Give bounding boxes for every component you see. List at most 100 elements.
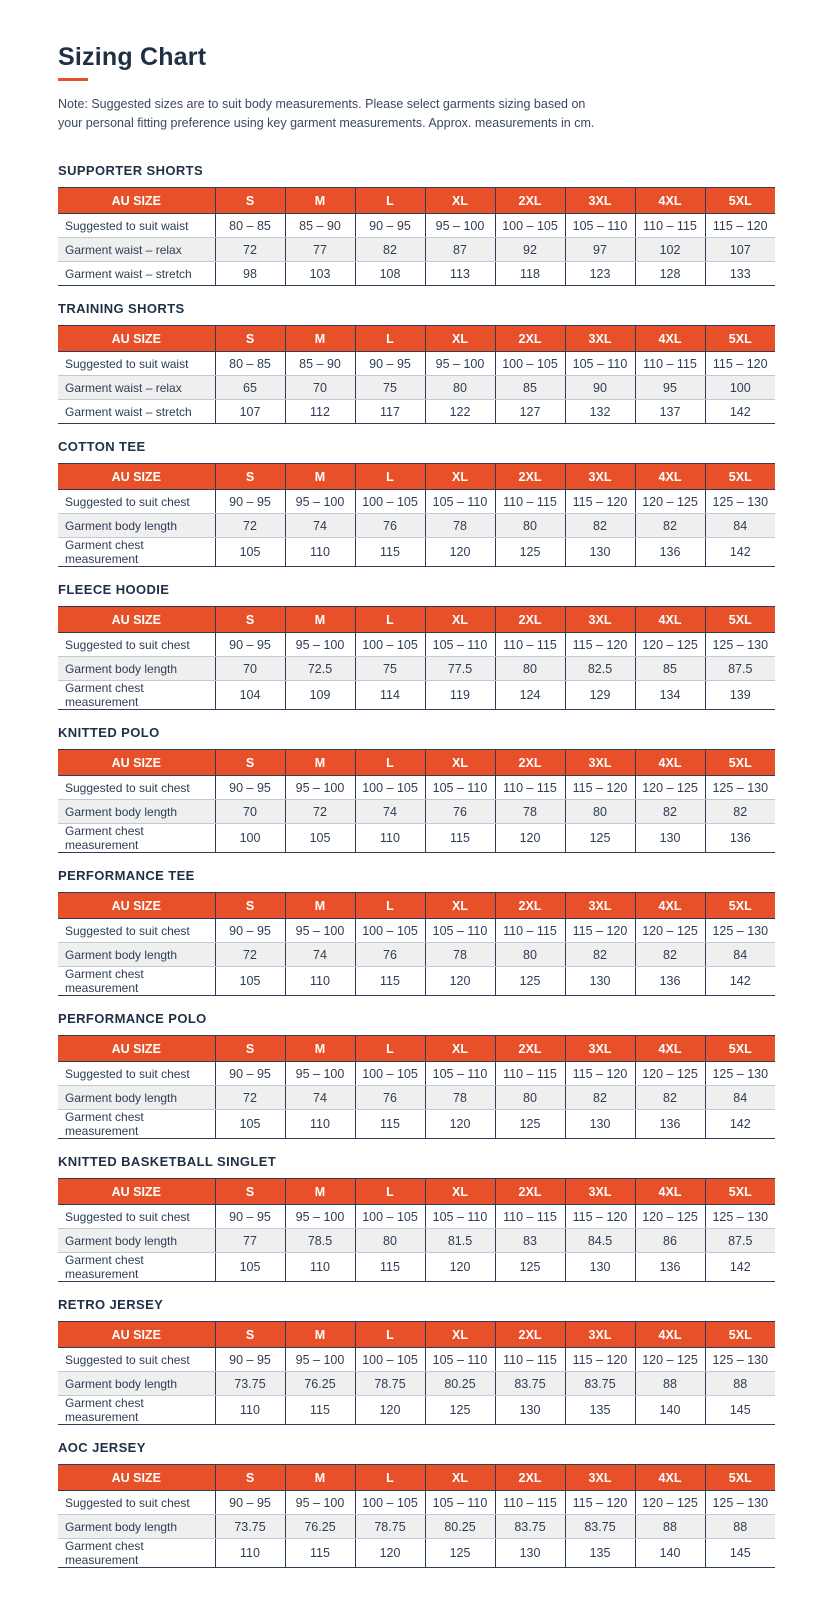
measurement-cell: 115 – 120 (564, 775, 635, 800)
measurement-cell: 74 (284, 513, 355, 538)
measurement-cell: 110 (214, 1395, 285, 1425)
measurement-cell: 136 (704, 823, 775, 853)
measurement-cell: 80 – 85 (214, 351, 285, 376)
measurement-cell: 86 (634, 1228, 705, 1253)
measurement-cell: 115 – 120 (564, 918, 635, 943)
measurement-cell: 137 (634, 399, 705, 424)
table-title: TRAINING SHORTS (58, 301, 185, 316)
table-row: Garment body length 70 72 74 76 78 80 82 82 (58, 799, 775, 824)
measurement-cell: 115 (284, 1395, 355, 1425)
column-header: S (214, 325, 285, 352)
measurement-cell: 76 (354, 1085, 425, 1110)
row-label: Garment waist – stretch (58, 261, 215, 286)
measurement-cell: 92 (494, 237, 565, 262)
table-row: Garment waist – relax 72 77 82 87 92 97 102 107 (58, 237, 775, 262)
measurement-cell: 74 (354, 799, 425, 824)
column-header: S (214, 892, 285, 919)
measurement-cell: 100 (214, 823, 285, 853)
measurement-cell: 95 – 100 (424, 213, 495, 238)
measurement-cell: 80 (494, 656, 565, 681)
measurement-cell: 105 – 110 (564, 351, 635, 376)
table-row: Suggested to suit chest 90 – 95 95 – 100 10… (58, 1061, 775, 1086)
measurement-cell: 115 – 120 (564, 1490, 635, 1515)
measurement-cell: 109 (284, 680, 355, 710)
measurement-cell: 90 – 95 (214, 1347, 285, 1372)
measurement-cell: 115 – 120 (564, 632, 635, 657)
measurement-cell: 70 (214, 656, 285, 681)
measurement-cell: 100 – 105 (354, 1490, 425, 1515)
measurement-cell: 133 (704, 261, 775, 286)
measurement-cell: 97 (564, 237, 635, 262)
measurement-cell: 72 (214, 942, 285, 967)
note-line-2: your personal fitting preference using k… (58, 116, 595, 130)
measurement-cell: 120 – 125 (634, 775, 705, 800)
measurement-cell: 76 (354, 513, 425, 538)
measurement-cell: 130 (564, 1109, 635, 1139)
measurement-cell: 120 – 125 (634, 1347, 705, 1372)
measurement-cell: 90 – 95 (214, 1061, 285, 1086)
measurement-cell: 115 – 120 (564, 489, 635, 514)
column-header: 5XL (704, 749, 775, 776)
measurement-cell: 70 (214, 799, 285, 824)
sizing-table-section: RETRO JERSEY AU SIZE S M L XL 2XL 3XL 4XL 5XL Sugg… (58, 1297, 782, 1425)
measurement-cell: 120 (424, 1252, 495, 1282)
measurement-cell: 105 – 110 (424, 632, 495, 657)
measurement-cell: 95 – 100 (284, 1347, 355, 1372)
table-row: Garment chest measurement 110 115 120 125 130… (58, 1395, 775, 1425)
row-label: Suggested to suit chest (58, 1061, 215, 1086)
measurement-cell: 83.75 (564, 1514, 635, 1539)
column-header: M (284, 463, 355, 490)
measurement-cell: 130 (494, 1395, 565, 1425)
column-header: 4XL (634, 892, 705, 919)
measurement-cell: 90 – 95 (214, 1204, 285, 1229)
measurement-cell: 85 – 90 (284, 351, 355, 376)
measurement-cell: 105 – 110 (424, 1204, 495, 1229)
measurement-cell: 110 – 115 (494, 489, 565, 514)
row-label: Suggested to suit waist (58, 213, 215, 238)
column-header: L (354, 463, 425, 490)
table-header-row: AU SIZE S M L XL 2XL 3XL 4XL 5XL (58, 606, 775, 633)
sizing-table-section: COTTON TEE AU SIZE S M L XL 2XL 3XL 4XL 5XL Sugges… (58, 439, 782, 567)
table-row: Suggested to suit chest 90 – 95 95 – 100 10… (58, 489, 775, 514)
table-title: FLEECE HOODIE (58, 582, 170, 597)
column-header: 4XL (634, 1321, 705, 1348)
measurement-cell: 132 (564, 399, 635, 424)
column-header: 5XL (704, 606, 775, 633)
measurement-cell: 105 (214, 1109, 285, 1139)
table-title: KNITTED BASKETBALL SINGLET (58, 1154, 277, 1169)
measurement-cell: 78 (424, 942, 495, 967)
measurement-cell: 104 (214, 680, 285, 710)
measurement-cell: 75 (354, 375, 425, 400)
measurement-cell: 136 (634, 1252, 705, 1282)
measurement-cell: 115 (354, 537, 425, 567)
column-header: 5XL (704, 1178, 775, 1205)
measurement-cell: 120 – 125 (634, 1204, 705, 1229)
row-label: Suggested to suit chest (58, 1490, 215, 1515)
measurement-cell: 90 – 95 (214, 489, 285, 514)
measurement-cell: 95 – 100 (284, 1204, 355, 1229)
measurement-cell: 90 – 95 (214, 918, 285, 943)
column-header: 2XL (494, 1178, 565, 1205)
measurement-cell: 77.5 (424, 656, 495, 681)
sizing-table-section: PERFORMANCE TEE AU SIZE S M L XL 2XL 3XL 4XL 5XL S… (58, 868, 782, 996)
measurement-cell: 115 – 120 (704, 351, 775, 376)
measurement-cell: 125 (494, 966, 565, 996)
sizing-table: AU SIZE S M L XL 2XL 3XL 4XL 5XL Suggested to sui… (58, 1035, 775, 1139)
measurement-cell: 115 (284, 1538, 355, 1568)
measurement-cell: 112 (284, 399, 355, 424)
measurement-cell: 145 (704, 1538, 775, 1568)
sizing-table: AU SIZE S M L XL 2XL 3XL 4XL 5XL Suggested to sui… (58, 749, 775, 853)
column-header: 4XL (634, 187, 705, 214)
measurement-cell: 120 (354, 1395, 425, 1425)
measurement-cell: 85 (634, 656, 705, 681)
measurement-cell: 125 – 130 (704, 632, 775, 657)
column-header: S (214, 606, 285, 633)
measurement-cell: 70 (284, 375, 355, 400)
measurement-cell: 72 (214, 237, 285, 262)
measurement-cell: 125 – 130 (704, 775, 775, 800)
measurement-cell: 80 (494, 942, 565, 967)
measurement-cell: 108 (354, 261, 425, 286)
table-row: Garment chest measurement 105 110 115 120 125… (58, 1252, 775, 1282)
measurement-cell: 80.25 (424, 1514, 495, 1539)
measurement-cell: 102 (634, 237, 705, 262)
